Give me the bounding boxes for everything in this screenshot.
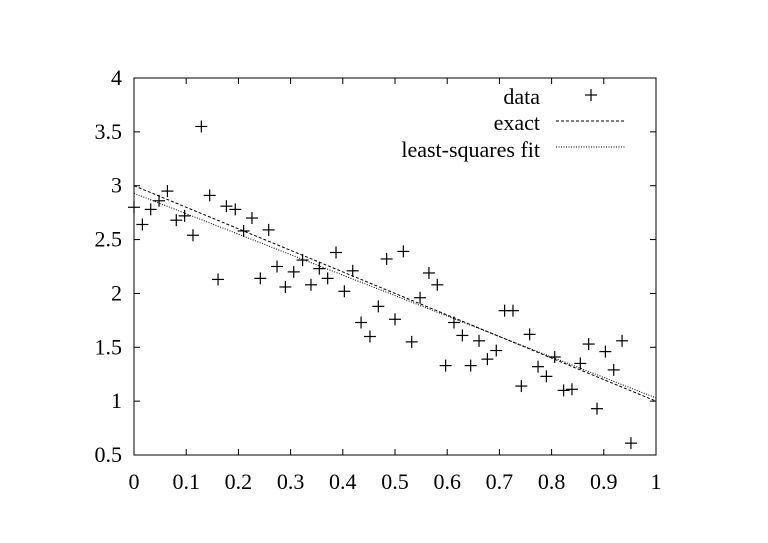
data-point [523,328,536,341]
x-tick-label: 0 [129,469,140,494]
y-tick-label: 3 [111,173,122,198]
legend: data exact least-squares fit [401,84,626,162]
data-point [447,316,460,329]
data-point [237,224,250,237]
data-point [397,245,410,258]
data-point [372,300,385,313]
data-point [313,262,326,275]
x-tick-label: 0.4 [329,469,357,494]
data-point [599,345,612,358]
data-point [389,313,401,326]
data-point [330,246,343,259]
data-point [548,350,561,363]
data-point [346,264,359,277]
plot-frame [133,77,657,456]
legend-plus-marker [585,89,597,101]
x-axis: 0 0.1 0.2 0.3 0.4 0.5 0.6 0.7 0.8 0.9 1 [129,78,662,494]
data-point [203,189,216,202]
x-tick-label: 0.8 [538,469,566,494]
x-tick-label: 0.5 [381,469,409,494]
data-point [170,214,183,227]
y-tick-label: 4 [111,65,122,90]
data-point [607,363,620,376]
y-tick-label: 2 [111,280,122,305]
data-point [355,316,368,329]
data-point [532,360,545,373]
data-point [431,278,444,291]
data-point [540,370,553,383]
data-point [245,212,258,225]
x-tick-label: 0.3 [277,469,305,494]
legend-label-exact: exact [494,110,540,135]
data-point [439,359,452,372]
data-point [153,194,166,207]
data-point [144,203,157,216]
series-line-1 [133,185,657,402]
data-point [515,380,528,393]
data-point [363,330,376,343]
x-tick-label: 0.1 [172,469,200,494]
x-tick-label: 0.2 [225,469,253,494]
y-tick-label: 1 [111,388,122,413]
data-point [229,203,242,216]
data-point [186,229,199,242]
data-point [456,329,469,342]
data-point [557,384,570,397]
data-point [220,200,233,213]
data-point [405,335,418,348]
data-point [414,291,427,304]
data-point [422,266,435,279]
legend-marker-data [585,89,597,101]
data-point [574,357,587,370]
data-point [473,334,486,347]
data-point [464,359,477,372]
data-point [296,254,309,267]
data-point [582,338,595,351]
data-point [304,278,317,291]
fit-lines [133,185,657,402]
data-points [128,120,637,450]
data-point [624,437,637,450]
data-point [136,218,149,231]
series-line-2 [133,192,657,399]
data-point [287,265,300,278]
data-point [616,334,629,347]
data-point [178,209,191,222]
data-point [212,273,225,286]
y-tick-label: 1.5 [95,334,123,359]
x-tick-label: 0.6 [433,469,461,494]
data-point [490,344,503,357]
y-axis: 0.5 1 1.5 2 2.5 3 3.5 4 [95,65,656,467]
legend-label-fit: least-squares fit [401,137,540,162]
y-tick-label: 0.5 [95,442,123,467]
x-tick-label: 0.7 [486,469,514,494]
data-point [128,201,140,214]
data-point [380,252,393,265]
data-point [262,223,275,236]
data-point [481,353,494,366]
data-point [271,260,284,273]
y-tick-label: 2.5 [95,227,123,252]
data-point [254,272,267,285]
data-point [195,120,208,133]
data-point [338,285,351,298]
data-point [279,280,292,293]
legend-label-data: data [503,84,540,109]
x-tick-label: 0.9 [590,469,618,494]
data-point [591,402,604,415]
y-tick-label: 3.5 [95,119,123,144]
data-point [321,272,334,285]
x-tick-label: 1 [651,469,662,494]
data-point [506,304,519,317]
data-point [161,185,174,198]
data-point [565,383,578,396]
